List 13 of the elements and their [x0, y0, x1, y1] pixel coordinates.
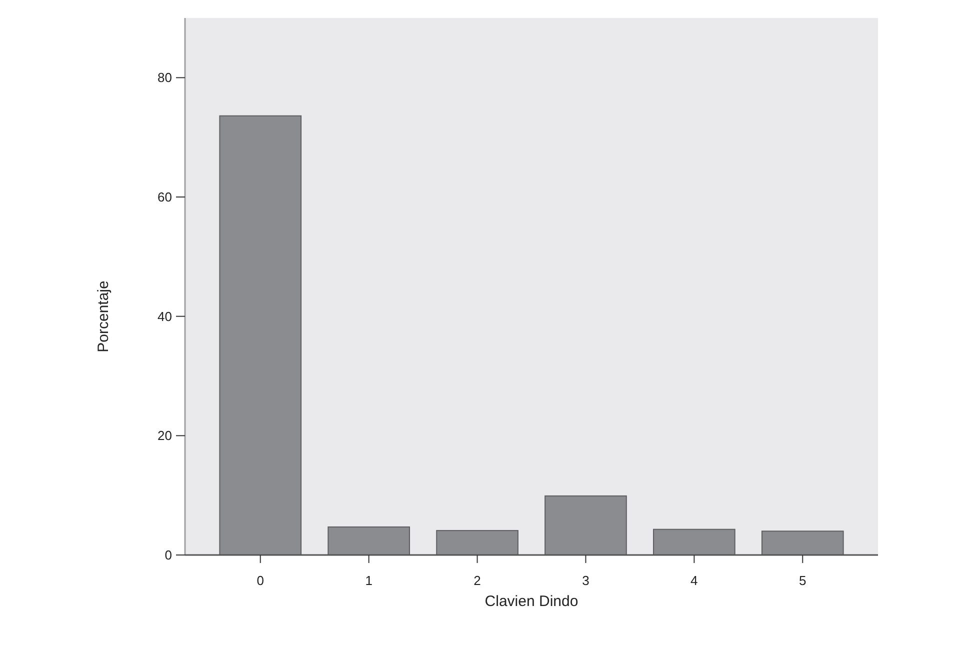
y-tick-label: 0	[164, 548, 172, 563]
x-tick-label: 4	[690, 573, 698, 588]
y-tick-label: 40	[158, 308, 172, 324]
x-axis-title: Clavien Dindo	[484, 593, 578, 610]
x-tick-label: 3	[582, 573, 590, 588]
y-tick-label: 20	[158, 428, 172, 444]
y-axis-title: Porcentaje	[95, 280, 112, 352]
x-tick-label: 2	[474, 573, 481, 588]
x-tick-label: 5	[799, 573, 806, 588]
x-tick-label: 1	[365, 573, 372, 588]
y-tick-label: 60	[158, 190, 172, 205]
y-tick-label: 80	[158, 70, 172, 86]
x-tick-label: 0	[256, 573, 264, 588]
